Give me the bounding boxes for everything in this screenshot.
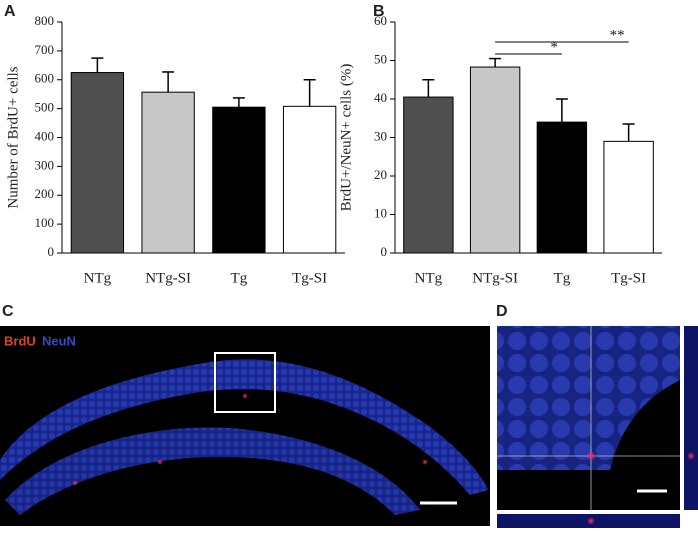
significance-label: ** [610,27,625,43]
stain-label: BrdU [4,333,36,348]
y-tick-label: 30 [374,128,387,143]
bar [141,91,195,254]
y-axis-label: Number of BrdU+ cells [5,66,21,208]
y-tick-label: 200 [35,186,55,201]
side-projection [684,326,698,510]
y-tick-label: 60 [374,13,387,28]
micrograph-c: BrdU NeuN [0,326,490,526]
bar [403,96,454,254]
brdu-cell [242,393,248,399]
bar [70,72,125,254]
bar [603,140,654,254]
brdu-cell [72,480,78,486]
x-tick-label: NTg [84,270,112,286]
granule-layer [0,359,488,495]
y-tick-label: 500 [35,100,55,115]
panel-label: B [373,3,385,20]
cell-layer [497,326,680,470]
y-tick-label: 600 [35,71,55,86]
x-tick-label: Tg [231,270,248,286]
panel-label: A [4,3,16,20]
y-axis-label: BrdU+/NeuN+ cells (%) [338,64,354,212]
x-tick-label: Tg-SI [292,270,327,286]
bar [469,66,521,254]
inset-box [214,352,276,413]
y-tick-label: 300 [35,157,55,172]
bar [536,121,588,254]
x-tick-label: NTg-SI [472,270,518,286]
brdu-cell [687,452,695,460]
y-tick-label: 700 [35,42,55,57]
y-tick-label: 20 [374,167,387,182]
y-tick-label: 10 [374,205,387,220]
granule-layer [5,427,420,515]
y-tick-label: 40 [374,90,387,105]
brdu-cell [422,459,428,465]
x-tick-label: NTg [415,270,443,286]
brdu-cell [157,459,163,465]
panel-label: C [2,303,14,320]
y-tick-label: 800 [35,13,55,28]
y-tick-label: 50 [374,51,387,66]
significance-label: * [550,39,558,55]
bar [282,105,337,254]
bar [212,106,266,254]
panel-label: D [496,303,508,320]
x-tick-label: Tg-SI [611,270,646,286]
stain-label: NeuN [42,333,76,348]
brdu-cell [587,517,595,525]
x-tick-label: NTg-SI [145,270,191,286]
y-tick-label: 0 [48,244,55,259]
y-tick-label: 400 [35,128,55,143]
y-tick-label: 100 [35,215,55,230]
brdu-cell [586,451,596,461]
y-tick-label: 0 [381,244,388,259]
x-tick-label: Tg [554,270,571,286]
micrograph-d [497,326,698,528]
